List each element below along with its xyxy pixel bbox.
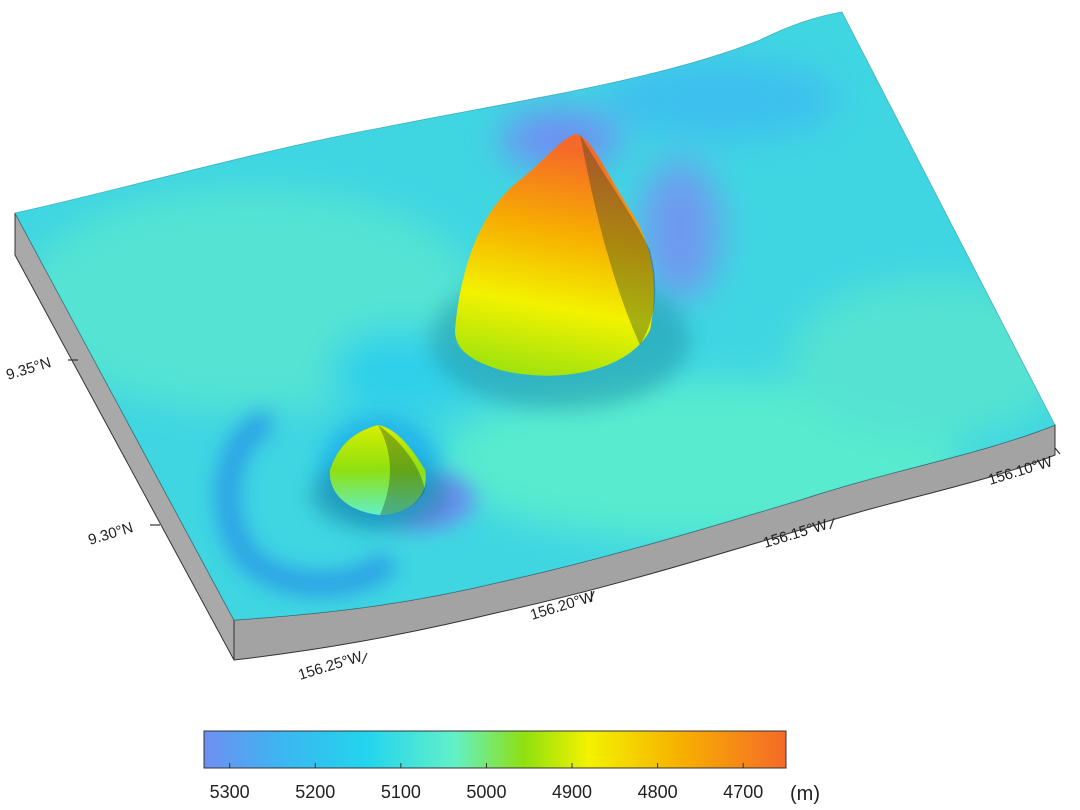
colorbar-unit: (m) <box>790 783 820 805</box>
colorbar-tick-label: 5100 <box>381 782 421 802</box>
large-seamount <box>455 134 654 376</box>
colorbar-tick-label: 4900 <box>552 782 592 802</box>
colorbar-tick-label: 5200 <box>295 782 335 802</box>
lat-label-9-35: 9.35°N <box>4 354 53 384</box>
axis-ticks <box>68 359 1061 665</box>
colorbar-ticks <box>229 763 744 768</box>
colorbar-tick-label: 5300 <box>210 782 250 802</box>
colorbar-labels: 5300 5200 5100 5000 4900 4800 4700 <box>210 782 764 802</box>
colorbar-tick-label: 5000 <box>466 782 506 802</box>
colorbar: 5300 5200 5100 5000 4900 4800 4700 (m) <box>203 730 820 805</box>
lon-label-156-25: 156.25°W <box>296 648 365 684</box>
colorbar-tick-label: 4800 <box>638 782 678 802</box>
colorbar-tick-label: 4700 <box>723 782 763 802</box>
colorbar-gradient <box>203 730 787 769</box>
small-seamount <box>329 425 426 515</box>
lat-label-9-30: 9.30°N <box>86 519 135 549</box>
surface-outline <box>14 11 1056 621</box>
